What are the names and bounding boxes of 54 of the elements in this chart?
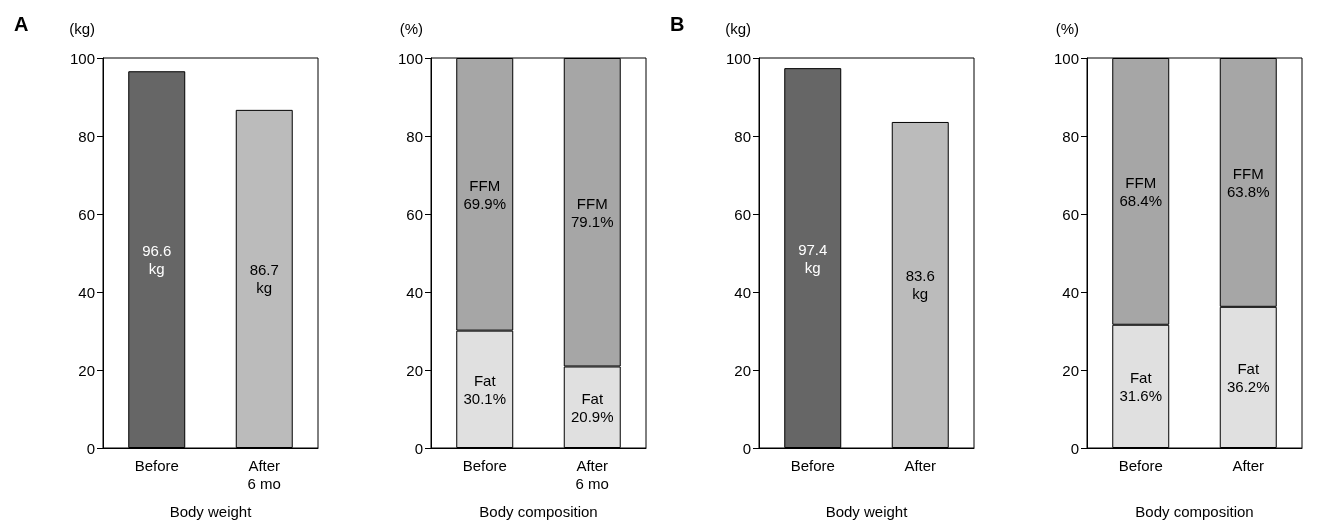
data-label: FFM 79.1% <box>570 194 614 230</box>
text: A <box>14 13 29 35</box>
y-tick-label: 80 <box>1062 127 1079 145</box>
y-tick-label: 60 <box>734 205 751 223</box>
data-label: Fat 30.1% <box>463 371 507 407</box>
x-tick-label: After <box>904 456 937 474</box>
y-tick-label: 0 <box>1070 439 1079 457</box>
data-label: 97.4 kg <box>798 240 828 276</box>
text: B <box>670 13 685 35</box>
y-tick-label: 100 <box>1053 49 1079 67</box>
x-tick-label: Before <box>134 456 179 474</box>
data-label: Fat 20.9% <box>570 389 614 425</box>
y-tick-label: 40 <box>1062 283 1079 301</box>
x-axis-title: Body weight <box>825 503 909 520</box>
x-axis-title: Body composition <box>479 503 598 520</box>
y-tick-label: 60 <box>1062 205 1079 223</box>
y-axis-title: (%) <box>399 20 423 37</box>
y-tick-label: 20 <box>734 361 751 379</box>
y-tick-label: 20 <box>78 361 95 379</box>
x-axis-title: Body weight <box>169 503 253 520</box>
x-tick-label: After 6 mo <box>247 456 281 492</box>
x-tick-label: After <box>1232 456 1265 474</box>
y-tick-label: 0 <box>414 439 423 457</box>
y-tick-label: 80 <box>78 127 95 145</box>
x-tick-label: Before <box>1118 456 1163 474</box>
y-axis-title: (kg) <box>69 20 95 37</box>
y-tick-label: 100 <box>69 49 95 67</box>
y-tick-label: 80 <box>734 127 751 145</box>
y-tick-label: 80 <box>406 127 423 145</box>
y-tick-label: 60 <box>78 205 95 223</box>
y-tick-label: 60 <box>406 205 423 223</box>
y-tick-label: 40 <box>734 283 751 301</box>
y-tick-label: 100 <box>397 49 423 67</box>
y-tick-label: 0 <box>86 439 95 457</box>
data-label: 96.6 kg <box>142 242 172 278</box>
y-axis-title: (%) <box>1055 20 1079 37</box>
y-tick-label: 0 <box>742 439 751 457</box>
y-tick-label: 100 <box>725 49 751 67</box>
data-label: 86.7 kg <box>249 261 279 297</box>
data-label: FFM 63.8% <box>1226 164 1270 200</box>
x-tick-label: Before <box>462 456 507 474</box>
y-tick-label: 20 <box>1062 361 1079 379</box>
y-tick-label: 40 <box>78 283 95 301</box>
y-axis-title: (kg) <box>725 20 751 37</box>
data-label: Fat 31.6% <box>1119 368 1163 404</box>
x-tick-label: Before <box>790 456 835 474</box>
y-tick-label: 20 <box>406 361 423 379</box>
data-label: Fat 36.2% <box>1226 359 1270 395</box>
y-tick-label: 40 <box>406 283 423 301</box>
data-label: FFM 68.4% <box>1119 173 1163 209</box>
data-label: FFM 69.9% <box>463 176 507 212</box>
x-axis-title: Body composition <box>1135 503 1254 520</box>
data-label: 83.6 kg <box>905 267 935 303</box>
x-tick-label: After 6 mo <box>575 456 609 492</box>
